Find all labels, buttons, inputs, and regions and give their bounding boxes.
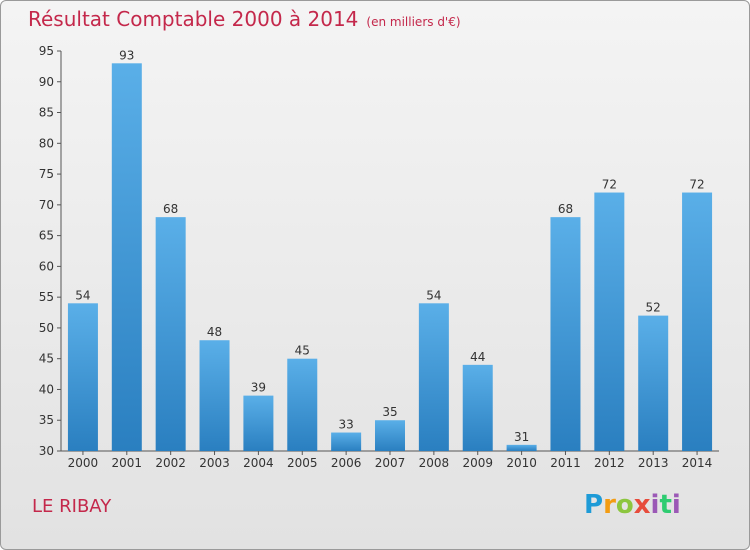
bar [199, 340, 230, 451]
data-label: 68 [163, 202, 178, 216]
bar [462, 364, 493, 451]
data-label: 54 [426, 288, 441, 302]
x-tick-label: 2008 [419, 456, 450, 470]
data-label: 54 [75, 288, 90, 302]
x-tick-label: 2012 [594, 456, 625, 470]
y-tick-label: 75 [39, 167, 54, 181]
y-tick-label: 50 [39, 321, 54, 335]
chart-title-text: Résultat Comptable 2000 à 2014 [28, 7, 359, 31]
y-tick-label: 90 [39, 75, 54, 89]
y-tick-label: 55 [39, 290, 54, 304]
y-tick-label: 80 [39, 136, 54, 150]
y-tick-label: 60 [39, 259, 54, 273]
bar [155, 217, 186, 451]
y-tick-label: 30 [39, 444, 54, 458]
x-tick-label: 2009 [462, 456, 493, 470]
x-tick-label: 2013 [638, 456, 669, 470]
bar [506, 444, 537, 451]
x-tick-label: 2005 [287, 456, 318, 470]
y-tick-label: 65 [39, 229, 54, 243]
y-tick-label: 85 [39, 106, 54, 120]
data-label: 44 [470, 350, 485, 364]
data-label: 39 [251, 381, 266, 395]
y-tick-label: 40 [39, 382, 54, 396]
x-tick-label: 2003 [199, 456, 230, 470]
proxiti-logo: Proxiti [584, 490, 681, 520]
data-label: 45 [295, 344, 310, 358]
data-label: 52 [646, 301, 661, 315]
bar [682, 192, 713, 452]
bar [594, 192, 625, 452]
commune-name: LE RIBAY [32, 496, 112, 517]
chart-title: Résultat Comptable 2000 à 2014 (en millie… [28, 7, 461, 31]
chart-subtitle: (en milliers d'€) [366, 15, 461, 29]
bar [550, 217, 581, 451]
x-tick-label: 2014 [682, 456, 713, 470]
x-tick-label: 2010 [506, 456, 537, 470]
x-tick-label: 2002 [155, 456, 186, 470]
bar [111, 63, 142, 452]
x-tick-label: 2011 [550, 456, 581, 470]
data-label: 68 [558, 202, 573, 216]
bar [375, 420, 405, 451]
y-tick-label: 70 [39, 198, 54, 212]
data-label: 33 [338, 418, 353, 432]
x-tick-label: 2000 [68, 456, 99, 470]
data-label: 35 [382, 405, 397, 419]
bar [243, 395, 274, 451]
x-tick-label: 2006 [331, 456, 362, 470]
bar [638, 315, 669, 451]
x-tick-label: 2004 [243, 456, 274, 470]
data-label: 72 [689, 178, 704, 192]
bar [67, 303, 98, 451]
y-tick-label: 45 [39, 352, 54, 366]
bar [331, 432, 362, 451]
x-tick-label: 2007 [375, 456, 406, 470]
data-label: 48 [207, 325, 222, 339]
y-tick-label: 95 [39, 44, 54, 58]
bar [287, 358, 318, 451]
data-label: 93 [119, 48, 134, 62]
data-label: 72 [602, 178, 617, 192]
bar [418, 303, 449, 451]
y-tick-label: 35 [39, 413, 54, 427]
data-label: 31 [514, 430, 529, 444]
x-tick-label: 2001 [112, 456, 143, 470]
